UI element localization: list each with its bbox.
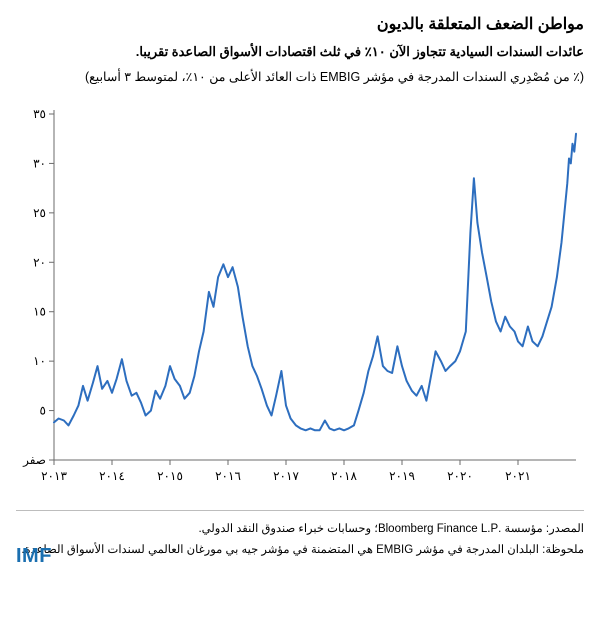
- chart-area: صفر ٥ ١٠ ١٥ ٢٠ ٢٥ ٣٠ ٣٥ ٢٠١٣ ٢٠١٤ ٢٠١٥ ٢٠١٦ ٢٠١٧ ٢٠١٨…: [16, 100, 584, 500]
- svg-text:٢٠١٧: ٢٠١٧: [273, 469, 299, 483]
- chart-subnote: (٪ من مُصْدِري السندات المدرجة في مؤشر E…: [16, 68, 584, 87]
- svg-text:١٠: ١٠: [33, 354, 46, 368]
- svg-text:٢٠٢٠: ٢٠٢٠: [447, 469, 473, 483]
- footer: المصدر: مؤسسة .Bloomberg Finance L.P؛ وح…: [16, 510, 584, 572]
- svg-text:٣٠: ٣٠: [33, 157, 46, 171]
- svg-text:٥: ٥: [40, 404, 46, 418]
- line-chart: صفر ٥ ١٠ ١٥ ٢٠ ٢٥ ٣٠ ٣٥ ٢٠١٣ ٢٠١٤ ٢٠١٥ ٢٠١٦ ٢٠١٧ ٢٠١٨…: [16, 100, 584, 500]
- imf-logo: IMF: [16, 545, 52, 568]
- svg-text:صفر: صفر: [22, 453, 46, 467]
- svg-text:٢٠٢١: ٢٠٢١: [505, 469, 531, 483]
- svg-text:٢٠: ٢٠: [33, 256, 46, 270]
- svg-text:٢٠١٤: ٢٠١٤: [99, 469, 125, 483]
- svg-text:٣٥: ٣٥: [33, 107, 46, 121]
- chart-title: مواطن الضعف المتعلقة بالديون: [16, 14, 584, 34]
- svg-text:٢٠١٦: ٢٠١٦: [215, 469, 241, 483]
- svg-text:٢٥: ٢٥: [33, 206, 46, 220]
- svg-text:٢٠١٣: ٢٠١٣: [41, 469, 67, 483]
- svg-text:٢٠١٨: ٢٠١٨: [331, 469, 357, 483]
- source-line: المصدر: مؤسسة .Bloomberg Finance L.P؛ وح…: [16, 519, 584, 540]
- svg-text:١٥: ١٥: [33, 305, 46, 319]
- svg-text:٢٠١٥: ٢٠١٥: [157, 469, 183, 483]
- note-line: ملحوظة: البلدان المدرجة في مؤشر EMBIG هي…: [16, 540, 584, 561]
- svg-text:٢٠١٩: ٢٠١٩: [389, 469, 415, 483]
- chart-subtitle: عائدات السندات السيادية تتجاوز الآن ١٠٪ …: [16, 42, 584, 62]
